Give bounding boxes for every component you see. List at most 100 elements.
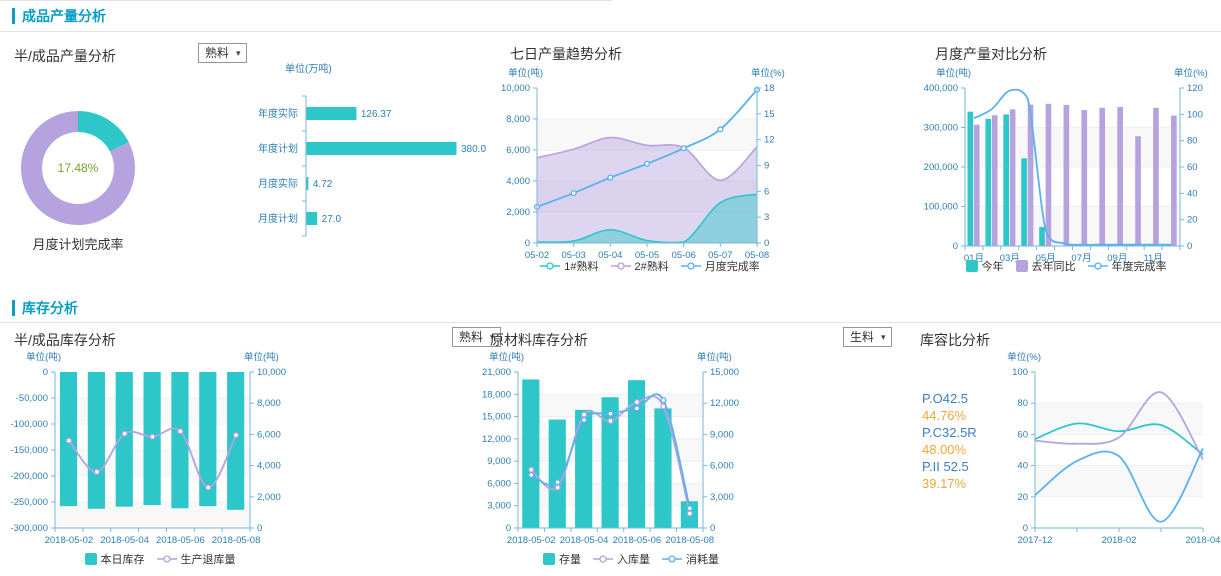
svg-text:0: 0 xyxy=(710,523,715,534)
top-divider xyxy=(0,0,612,1)
svg-text:4,000: 4,000 xyxy=(506,176,530,187)
legend-item-今年[interactable]: 今年 xyxy=(965,258,1004,274)
svg-text:05月: 05月 xyxy=(1036,253,1056,264)
svg-text:05-02: 05-02 xyxy=(525,250,549,261)
svg-text:年度实际: 年度实际 xyxy=(258,107,298,120)
svg-text:2,000: 2,000 xyxy=(506,207,530,218)
legend-item-去年同比[interactable]: 去年同比 xyxy=(1015,258,1076,274)
svg-text:05-08: 05-08 xyxy=(745,250,769,261)
output-horizontal-bar-chart: 单位(万吨) 年度实际 126.37 年度计划 380.0 月度实际 4.72 月度计划 27.… xyxy=(258,62,486,237)
legend-item-年度完成率[interactable]: 年度完成率 xyxy=(1087,258,1167,274)
svg-text:40: 40 xyxy=(1187,188,1198,199)
dropdown-value: 生料 xyxy=(850,330,875,344)
capacity-material-dropdown[interactable]: 生料 ▾ xyxy=(843,327,892,347)
svg-text:18,000: 18,000 xyxy=(482,389,511,400)
stock-bar-chart: 0 -50,000 -100,000 -150,000 -200,000 -250,000… xyxy=(10,351,286,546)
svg-text:60: 60 xyxy=(1017,429,1028,440)
chevron-down-icon: ▾ xyxy=(881,332,886,342)
raw-legend: 存量 入库量 消耗量 xyxy=(495,551,767,567)
legend-line-marker xyxy=(610,262,631,270)
svg-text:2018-05-02: 2018-05-02 xyxy=(507,535,556,546)
svg-text:0: 0 xyxy=(506,523,511,534)
svg-text:2,000: 2,000 xyxy=(257,492,281,503)
svg-text:9,000: 9,000 xyxy=(487,456,511,467)
svg-text:15,000: 15,000 xyxy=(482,412,511,423)
svg-text:0: 0 xyxy=(525,238,530,249)
svg-text:100: 100 xyxy=(1187,109,1203,120)
svg-text:6,000: 6,000 xyxy=(257,429,281,440)
legend-line-marker xyxy=(662,555,682,563)
svg-text:400,000: 400,000 xyxy=(924,83,958,94)
donut-chart-label: 月度计划完成率 xyxy=(32,237,124,252)
svg-text:0: 0 xyxy=(764,238,769,249)
section-title-inventory: 库存分析 xyxy=(12,300,78,316)
legend-item-生产退库量[interactable]: 生产退库量 xyxy=(156,551,236,567)
chevron-down-icon: ▾ xyxy=(490,332,495,342)
svg-text:2018-05-08: 2018-05-08 xyxy=(665,535,714,546)
legend-label: 年度完成率 xyxy=(1111,261,1167,273)
dropdown-value: 熟料 xyxy=(459,330,484,344)
svg-text:100: 100 xyxy=(1012,367,1028,378)
svg-text:05-05: 05-05 xyxy=(635,250,659,261)
legend-item-2#熟料[interactable]: 2#熟料 xyxy=(610,258,669,274)
svg-text:2018-05-06: 2018-05-06 xyxy=(613,535,662,546)
legend-label: 入库量 xyxy=(617,554,650,566)
monthly-legend: 今年 去年同比 年度完成率 xyxy=(930,258,1202,274)
legend-label: 消耗量 xyxy=(686,554,719,566)
svg-text:8,000: 8,000 xyxy=(506,114,530,125)
plan-completion-donut-chart: 17.48% xyxy=(21,111,135,225)
legend-label: 存量 xyxy=(559,554,581,566)
svg-text:0: 0 xyxy=(43,367,48,378)
svg-text:-250,000: -250,000 xyxy=(10,497,48,508)
svg-text:12,000: 12,000 xyxy=(482,434,511,445)
svg-text:12,000: 12,000 xyxy=(710,398,739,409)
svg-text:05-07: 05-07 xyxy=(708,250,732,261)
svg-text:80: 80 xyxy=(1187,136,1198,147)
svg-text:3,000: 3,000 xyxy=(710,492,734,503)
svg-text:05-06: 05-06 xyxy=(672,250,696,261)
svg-text:300,000: 300,000 xyxy=(924,123,958,134)
cement-type-label: P.C32.5R xyxy=(922,425,977,440)
legend-label: 去年同比 xyxy=(1031,261,1076,273)
cement-type-label: P.II 52.5 xyxy=(922,459,969,474)
stock-material-dropdown[interactable]: 熟料 ▾ xyxy=(452,327,501,347)
svg-text:4.72: 4.72 xyxy=(313,179,333,190)
legend-item-入库量[interactable]: 入库量 xyxy=(593,551,650,567)
legend-line-marker xyxy=(1087,262,1108,270)
capacity-label-block: P.O42.5 44.76% P.C32.5R 48.00% P.II 52.5… xyxy=(922,390,977,492)
svg-text:-150,000: -150,000 xyxy=(10,445,48,456)
stock-legend: 本日库存 生产退库量 xyxy=(30,551,290,567)
svg-text:月度计划: 月度计划 xyxy=(258,212,298,225)
legend-item-月度完成率[interactable]: 月度完成率 xyxy=(680,258,760,274)
chart-title-raw: 原材料库存分析 xyxy=(490,332,588,348)
svg-text:2018-05-04: 2018-05-04 xyxy=(100,535,149,546)
svg-text:2018-05-04: 2018-05-04 xyxy=(560,535,609,546)
legend-item-本日库存[interactable]: 本日库存 xyxy=(84,551,145,567)
svg-text:-50,000: -50,000 xyxy=(16,393,48,404)
svg-text:12: 12 xyxy=(764,135,775,146)
svg-text:09月: 09月 xyxy=(1107,253,1127,264)
svg-text:20: 20 xyxy=(1017,492,1028,503)
svg-text:2017-12: 2017-12 xyxy=(1018,535,1053,546)
legend-item-消耗量[interactable]: 消耗量 xyxy=(662,551,719,567)
legend-label: 2#熟料 xyxy=(634,261,669,273)
monthly-bar-chart: 400,000 300,000 200,000 100,000 0 120 100 80 60 4… xyxy=(924,67,1208,264)
legend-label: 本日库存 xyxy=(100,554,145,566)
svg-text:6: 6 xyxy=(764,186,769,197)
legend-item-1#熟料[interactable]: 1#熟料 xyxy=(540,258,599,274)
section-title-production: 成品产量分析 xyxy=(12,8,106,24)
chart-title-stock: 半/成品库存分析 xyxy=(14,332,116,348)
svg-text:05-03: 05-03 xyxy=(562,250,586,261)
legend-item-存量[interactable]: 存量 xyxy=(543,551,581,567)
svg-text:200,000: 200,000 xyxy=(924,162,958,173)
dropdown-value: 熟料 xyxy=(205,46,230,60)
svg-text:单位(吨): 单位(吨) xyxy=(26,351,61,363)
cement-type-value: 44.76% xyxy=(922,408,967,423)
svg-text:2018-04: 2018-04 xyxy=(1186,535,1221,546)
svg-text:27.0: 27.0 xyxy=(322,214,342,225)
svg-text:18: 18 xyxy=(764,83,775,94)
svg-text:2018-02: 2018-02 xyxy=(1102,535,1137,546)
svg-text:单位(万吨): 单位(万吨) xyxy=(285,62,332,75)
product-output-material-dropdown[interactable]: 熟料 ▾ xyxy=(198,43,247,63)
